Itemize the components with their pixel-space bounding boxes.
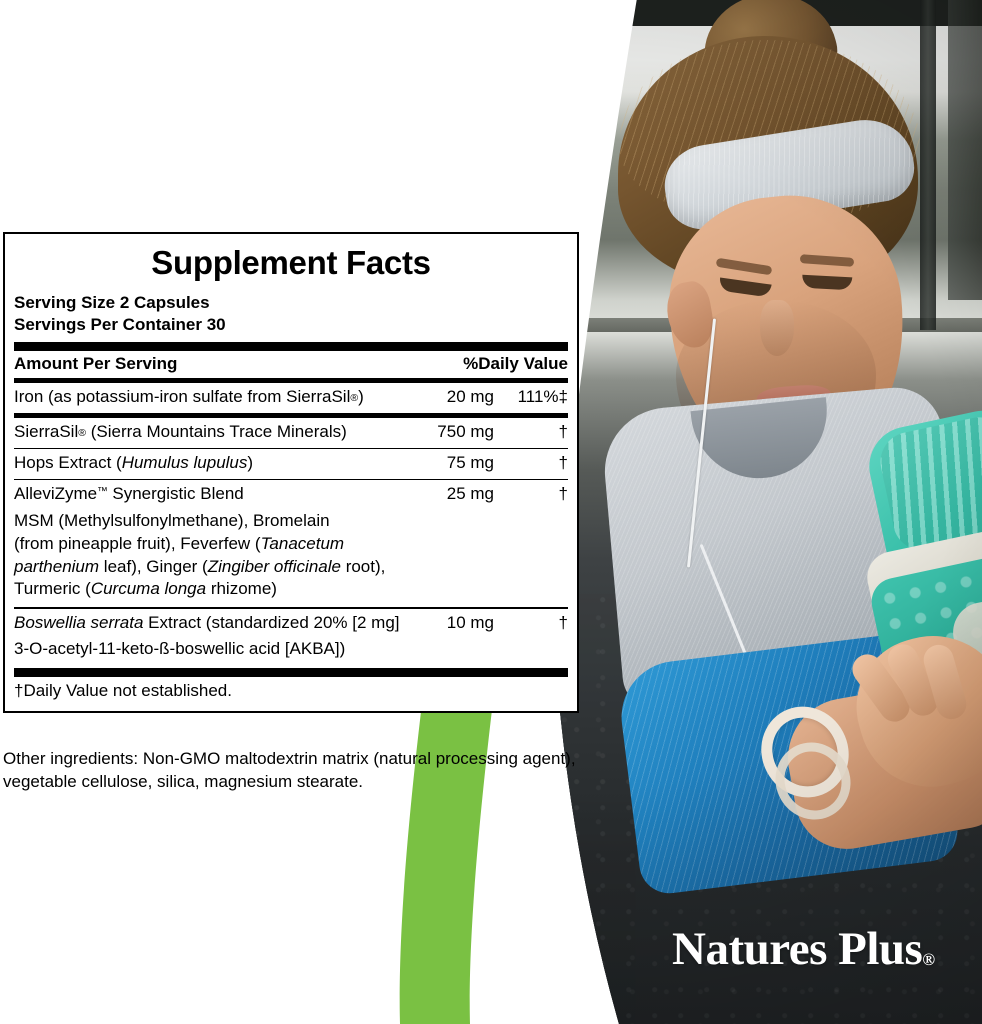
ingredient-name: SierraSil® (Sierra Mountains Trace Miner… (14, 421, 347, 441)
ingredient-amount: 75 mg (446, 453, 494, 473)
table-row: SierraSil® (Sierra Mountains Trace Miner… (14, 418, 568, 448)
table-row: AlleviZyme™ Synergistic Blend 25 mg † (14, 480, 568, 510)
table-row: Hops Extract (Humulus lupulus) 75 mg † (14, 449, 568, 479)
brand-logo: Natures Plus® (672, 922, 935, 976)
rule-thick-bottom (14, 668, 568, 678)
daily-value-footnote: †Daily Value not established. (14, 681, 232, 701)
botanical-name: Boswellia serrata (14, 612, 144, 632)
supplement-facts-panel: Supplement Facts Serving Size 2 Capsules… (3, 232, 579, 714)
table-row: Boswellia serrata Extract (standardized … (14, 609, 568, 639)
table-header-row: Amount Per Serving %Daily Value (14, 351, 568, 378)
ingredient-daily-value: † (558, 453, 568, 473)
ingredient-name: Hops Extract (Humulus lupulus) (14, 453, 254, 473)
ingredient-daily-value: 111%‡ (517, 387, 568, 407)
rule-thick-top (14, 342, 568, 352)
botanical-name: Tanacetum (260, 533, 345, 553)
registered-icon: ® (78, 426, 87, 439)
botanical-name: Humulus lupulus (121, 453, 248, 473)
amount-per-serving-header: Amount Per Serving (14, 354, 178, 374)
ingredient-name: AlleviZyme™ Synergistic Blend (14, 484, 244, 504)
page-title: Supplement Facts (151, 244, 431, 281)
ingredient-daily-value: † (558, 421, 568, 441)
trademark-icon: ™ (97, 485, 108, 498)
brand-name: Natures Plus (672, 923, 923, 975)
rule-under-header (14, 378, 568, 384)
ingredient-amount: 10 mg (446, 612, 494, 632)
botanical-name: parthenium (14, 556, 100, 576)
registered-icon: ® (922, 950, 936, 970)
servings-per-container: Servings Per Container 30 (14, 314, 226, 334)
ingredient-daily-value: † (558, 484, 568, 504)
nose (760, 300, 794, 356)
ingredient-amount: 750 mg (437, 421, 494, 441)
daily-value-header: %Daily Value (463, 354, 568, 374)
botanical-name: Zingiber officinale (207, 556, 341, 576)
table-row: Iron (as potassium-iron sulfate from Sie… (14, 383, 568, 413)
registered-icon: ® (350, 391, 359, 404)
blend-detail-line: (from pineapple fruit), Feverfew (Tanace… (14, 533, 345, 553)
boswellia-detail-line: 3-O-acetyl-11-keto-ß-boswellic acid [AKB… (14, 639, 346, 659)
blend-detail-line: parthenium leaf), Ginger (Zingiber offic… (14, 556, 386, 576)
ingredient-name: Iron (as potassium-iron sulfate from Sie… (14, 387, 364, 407)
equipment-rack (920, 0, 936, 330)
ingredient-daily-value: † (558, 612, 568, 632)
rule-after-iron (14, 412, 568, 418)
ingredient-amount: 25 mg (446, 484, 494, 504)
blend-detail-line: MSM (Methylsulfonylmethane), Bromelain (14, 511, 330, 531)
rule-divider (14, 607, 568, 609)
other-ingredients-text: Other ingredients: Non-GMO maltodextrin … (3, 749, 576, 791)
botanical-name: Curcuma longa (90, 579, 207, 599)
equipment-rack-far (948, 0, 982, 300)
blend-detail-line: Turmeric (Curcuma longa rhizome) (14, 579, 277, 599)
ingredient-name: Boswellia serrata Extract (standardized … (14, 612, 400, 632)
serving-size: Serving Size 2 Capsules (14, 293, 210, 313)
rule-divider (14, 447, 568, 450)
rule-divider (14, 478, 568, 481)
ingredient-amount: 20 mg (446, 387, 494, 407)
